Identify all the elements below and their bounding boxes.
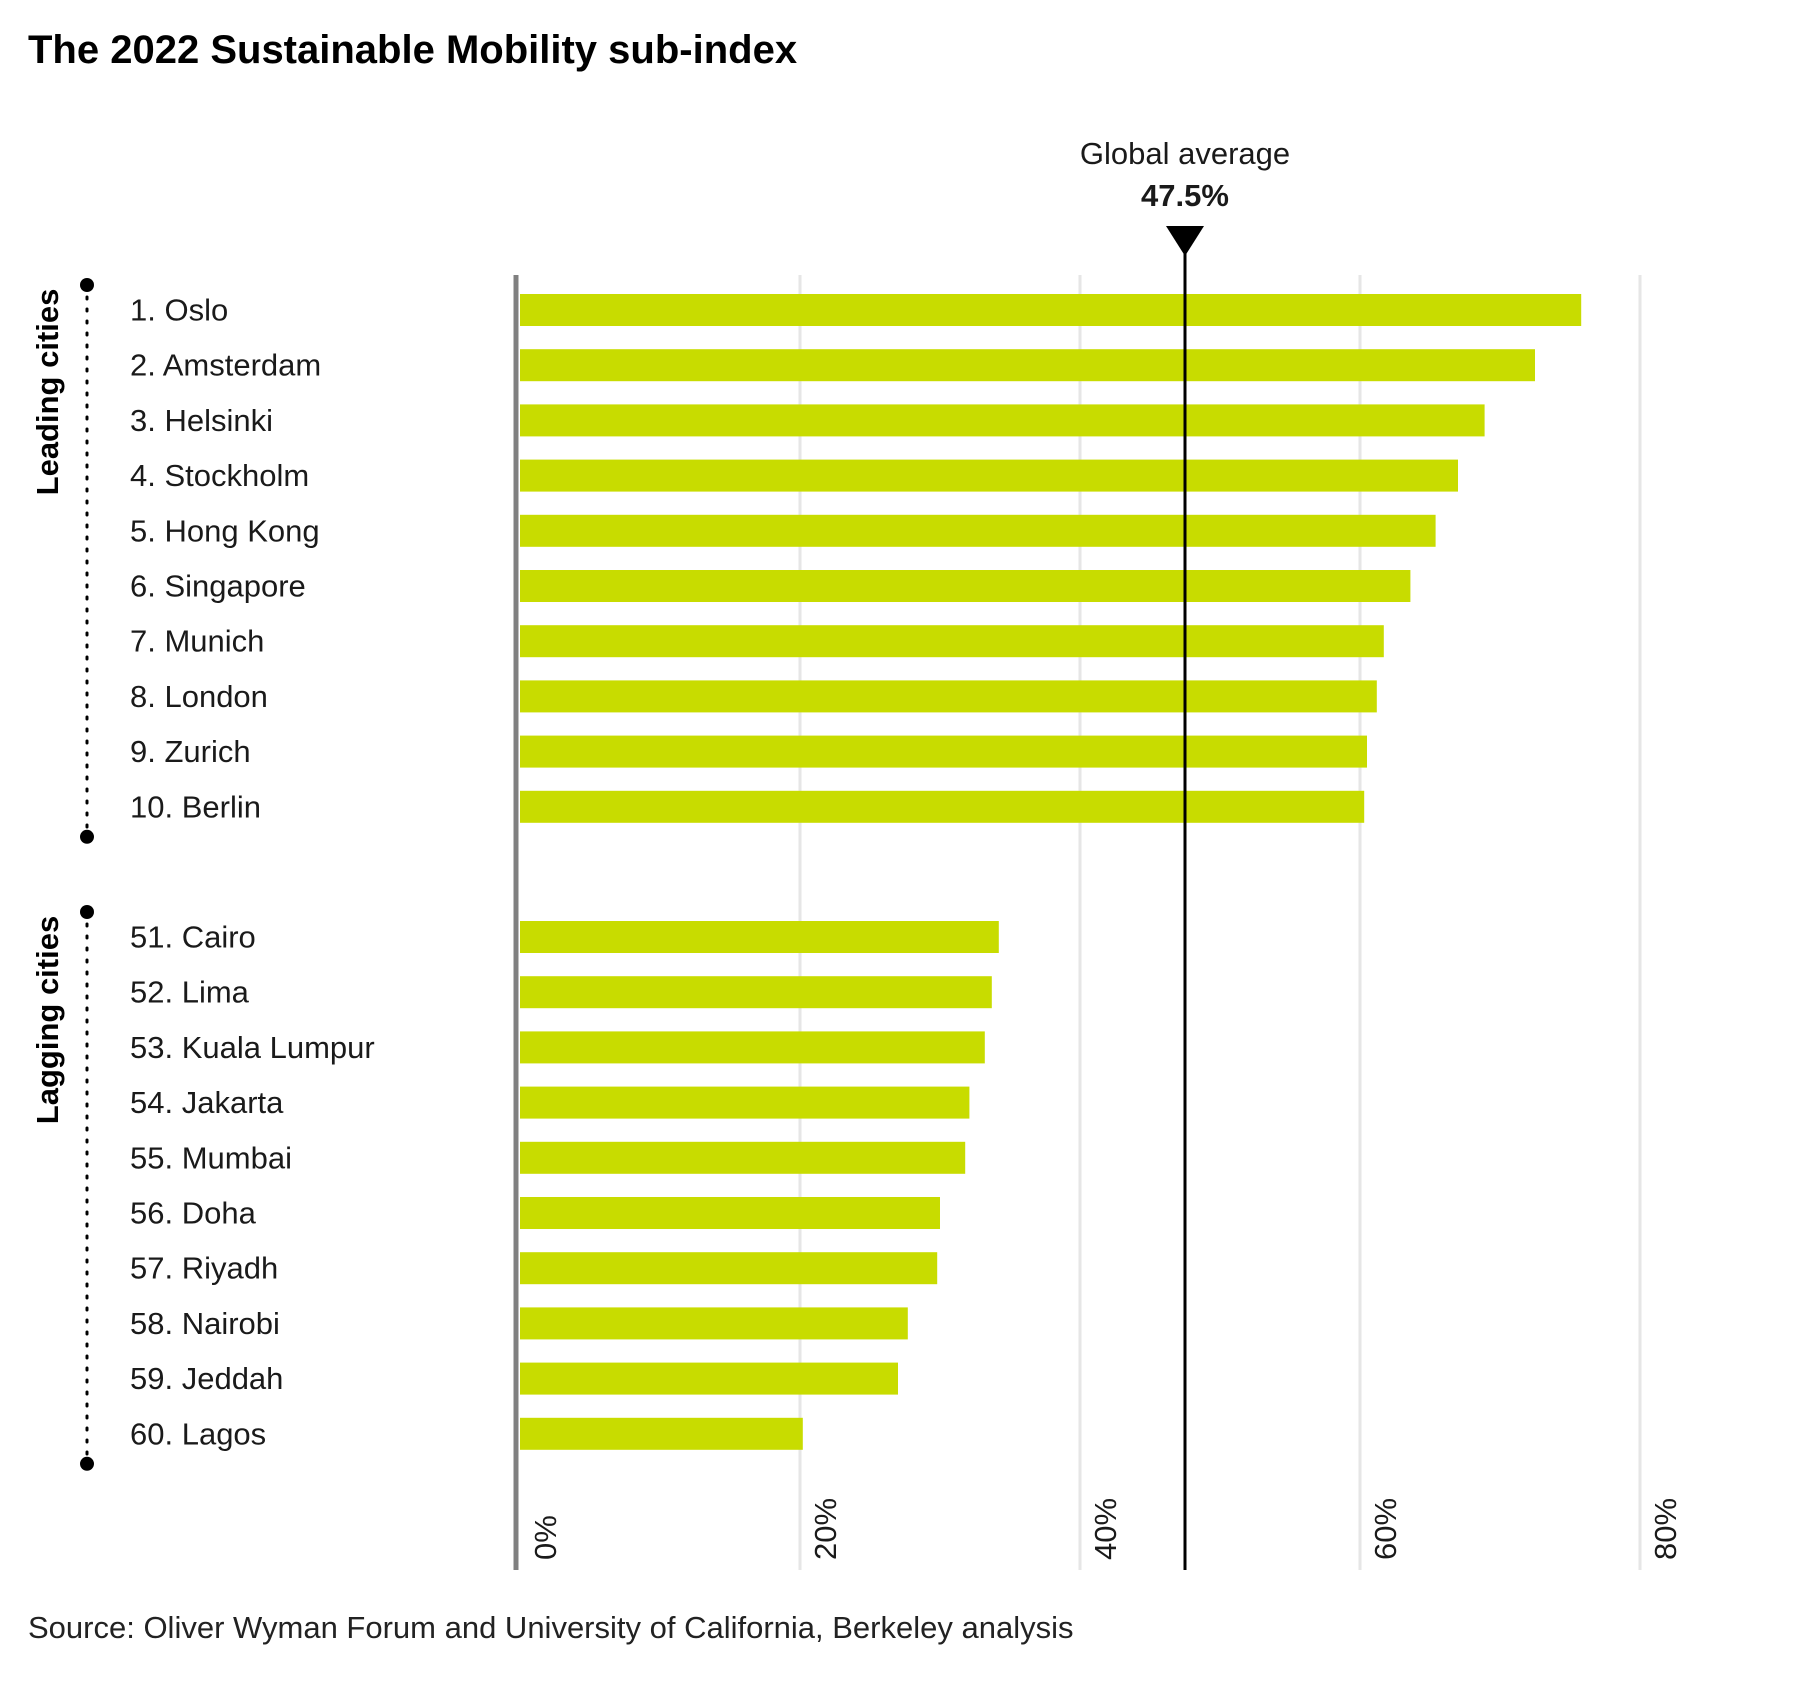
city-label: 60. Lagos xyxy=(130,1416,266,1451)
global-average-marker: Global average 47.5% xyxy=(1080,136,1290,1570)
x-axis-ticks: 0% 20% 40% 60% 80% xyxy=(528,1498,1683,1560)
tick-label-80: 80% xyxy=(1648,1498,1683,1560)
city-label: 57. Riyadh xyxy=(130,1251,278,1286)
city-label: 9. Zurich xyxy=(130,734,251,769)
bars xyxy=(520,294,1582,1450)
city-label: 55. Mumbai xyxy=(130,1140,292,1175)
bar-amsterdam xyxy=(520,349,1535,382)
city-label: 51. Cairo xyxy=(130,920,256,955)
bar-helsinki xyxy=(520,404,1485,437)
city-label: 54. Jakarta xyxy=(130,1085,284,1120)
city-label: 3. Helsinki xyxy=(130,403,273,438)
city-label: 2. Amsterdam xyxy=(130,348,321,383)
city-label: 6. Singapore xyxy=(130,569,306,604)
city-label: 53. Kuala Lumpur xyxy=(130,1030,375,1065)
bar-stockholm xyxy=(520,459,1458,492)
bar-hong-kong xyxy=(520,514,1436,547)
group-brackets: Leading cities Lagging cities xyxy=(30,278,94,1471)
tick-label-20: 20% xyxy=(808,1498,843,1560)
group-bracket-dot xyxy=(80,1456,94,1471)
group-bracket-dot xyxy=(80,278,94,292)
group-label-lagging-cities: Lagging cities xyxy=(30,916,65,1124)
city-label: 56. Doha xyxy=(130,1196,257,1231)
city-label: 59. Jeddah xyxy=(130,1361,283,1396)
city-label: 10. Berlin xyxy=(130,789,261,824)
bar-london xyxy=(520,680,1377,713)
bar-jeddah xyxy=(520,1362,898,1395)
city-label: 58. Nairobi xyxy=(130,1306,280,1341)
bar-chart: 1. Oslo 2. Amsterdam 3. Helsinki 4. Stockho… xyxy=(30,136,1683,1570)
group-bracket-dot xyxy=(80,905,94,919)
bar-mumbai xyxy=(520,1141,966,1174)
city-label: 7. Munich xyxy=(130,624,264,659)
bar-zurich xyxy=(520,735,1367,768)
tick-label-60: 60% xyxy=(1368,1498,1403,1560)
bar-berlin xyxy=(520,790,1365,823)
bar-oslo xyxy=(520,294,1582,326)
tick-label-0: 0% xyxy=(528,1515,563,1560)
bar-doha xyxy=(520,1197,940,1229)
global-average-label: Global average xyxy=(1080,136,1290,171)
source-note: Source: Oliver Wyman Forum and Universit… xyxy=(28,1610,1074,1645)
bar-singapore xyxy=(520,570,1411,602)
bar-cairo xyxy=(520,921,999,953)
bar-nairobi xyxy=(520,1307,908,1340)
tick-label-40: 40% xyxy=(1088,1498,1123,1560)
city-label: 52. Lima xyxy=(130,975,250,1010)
group-label-leading-cities: Leading cities xyxy=(30,289,65,496)
group-bracket-dot xyxy=(80,829,94,844)
city-label: 8. London xyxy=(130,679,268,714)
city-labels: 1. Oslo 2. Amsterdam 3. Helsinki 4. Stockho… xyxy=(130,293,375,1452)
chart-title: The 2022 Sustainable Mobility sub-index xyxy=(28,28,798,72)
city-label: 4. Stockholm xyxy=(130,458,309,493)
global-average-value: 47.5% xyxy=(1141,178,1229,213)
bar-lima xyxy=(520,976,992,1009)
bar-lagos xyxy=(520,1417,803,1450)
bar-munich xyxy=(520,625,1384,658)
global-average-triangle-icon xyxy=(1166,226,1204,256)
bar-kuala-lumpur xyxy=(520,1031,985,1064)
city-label: 1. Oslo xyxy=(130,293,228,328)
city-label: 5. Hong Kong xyxy=(130,513,320,548)
bar-jakarta xyxy=(520,1086,970,1119)
bar-riyadh xyxy=(520,1252,938,1285)
